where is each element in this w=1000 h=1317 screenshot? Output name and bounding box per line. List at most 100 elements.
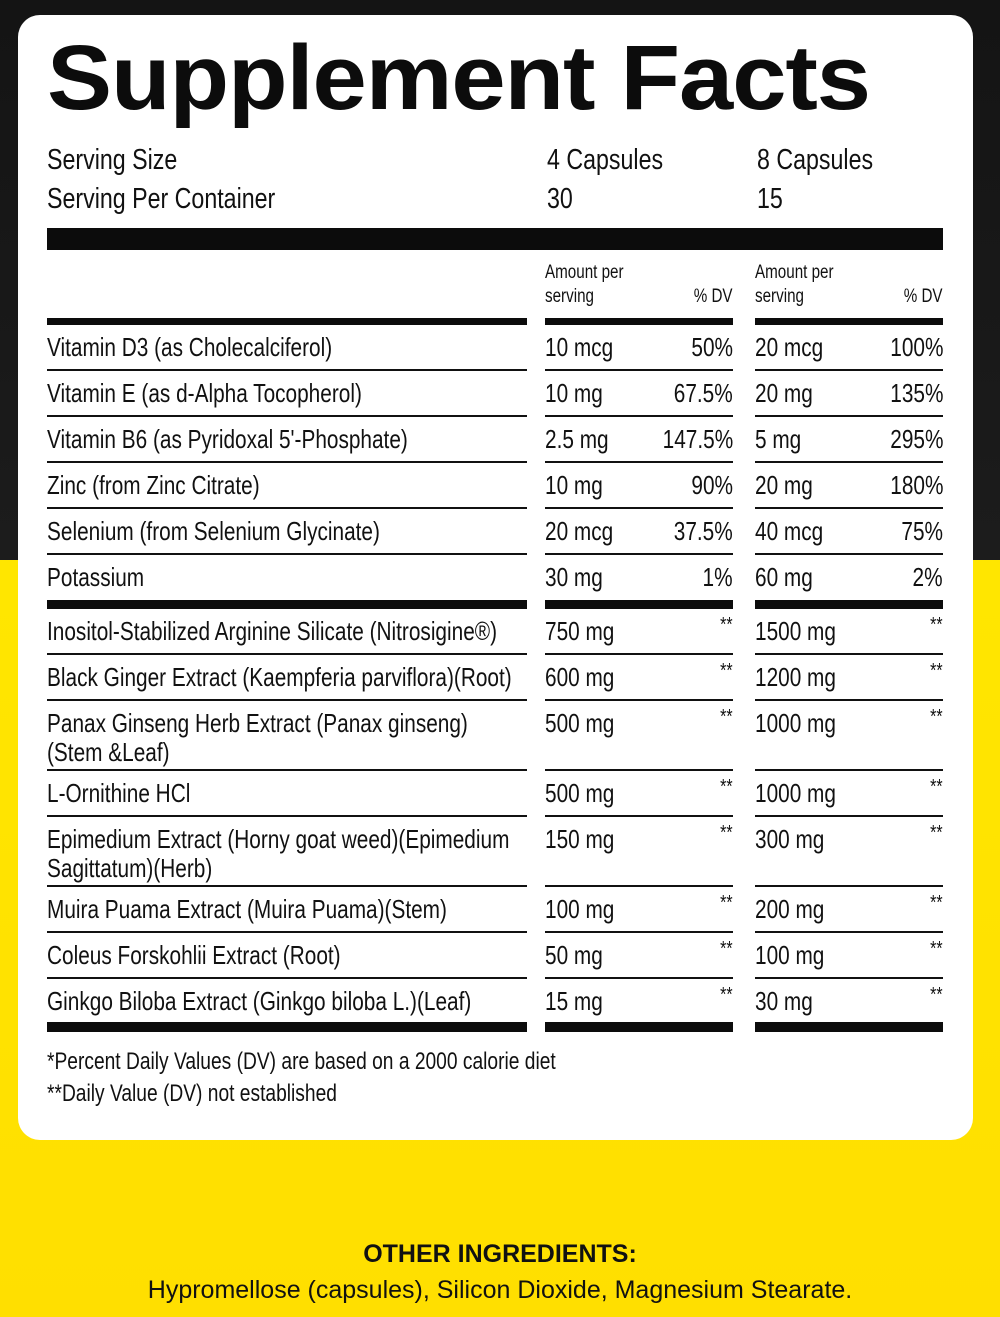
row-divider [755,369,943,371]
serving-size-1: 4 Capsules [547,144,664,176]
ingredient-row: Vitamin B6 (as Pyridoxal 5'-Phosphate) 2.… [0,417,1000,463]
dv-1: ** [717,935,733,964]
ingredient-row: Epimedium Extract (Horny goat weed)(Epim… [0,817,1000,887]
ingredient-name: Coleus Forskohlii Extract (Root) [47,941,414,970]
amount-1-value: 10 mg [545,470,603,500]
row-divider [755,885,943,887]
amount-header-1: Amount per serving [545,262,624,307]
amount-2-value: 20 mg [755,470,813,500]
amount-1: 10 mcg [545,333,630,362]
ingredient-name: Epimedium Extract (Horny goat weed)(Epim… [47,825,625,883]
amount-1: 150 mg [545,825,632,854]
amount-2-value: 100 mg [755,940,825,970]
dv-2: 135% [877,379,943,408]
row-divider [755,553,943,555]
dv-1: ** [717,889,733,918]
row-divider [545,461,733,463]
dv-1-value: 147.5% [662,424,733,454]
ingredient-name-line: Panax Ginseng Herb Extract (Panax ginsen… [47,708,468,738]
amount-2-value: 300 mg [755,824,825,854]
ingredient-row: Potassium 30 mg 1% 60 mg 2% [0,555,1000,599]
ingredient-name-line: Potassium [47,562,145,592]
ingredient-name-line: Zinc (from Zinc Citrate) [47,470,260,500]
dv-2-value: ** [930,614,943,636]
servings-per-container-2: 15 [757,183,783,215]
ingredient-row: L-Ornithine HCl 500 mg ** 1000 mg ** [0,771,1000,817]
servings-per-container-1: 30 [547,183,573,215]
dv-1: ** [717,773,733,802]
dv-1: ** [717,611,733,640]
ingredient-name: L-Ornithine HCl [47,779,226,808]
amount-2: 200 mg [755,895,842,924]
amount-1-value: 10 mcg [545,332,614,362]
divider-bar [47,318,527,325]
row-divider [545,553,733,555]
ingredient-name: Panax Ginseng Herb Extract (Panax ginsen… [47,709,573,767]
row-divider [47,461,527,463]
amount-1: 10 mg [545,379,617,408]
amount-1-value: 20 mcg [545,516,614,546]
amount-2: 20 mg [755,379,827,408]
amount-1: 2.5 mg [545,425,625,454]
dv-2: ** [927,935,943,964]
row-divider [47,931,527,933]
row-divider [755,653,943,655]
dv-2-value: ** [930,984,943,1006]
ingredient-name: Ginkgo Biloba Extract (Ginkgo biloba L.)… [47,987,577,1016]
amount-1-value: 15 mg [545,986,603,1016]
amount-1: 750 mg [545,617,632,646]
amount-2-value: 1000 mg [755,708,836,738]
dv-2-value: 100% [889,332,943,362]
amount-1: 100 mg [545,895,632,924]
row-divider [47,369,527,371]
amount-2: 60 mg [755,563,827,592]
dv-1-value: 1% [702,562,733,592]
ingredient-row: Vitamin E (as d-Alpha Tocopherol) 10 mg 67… [0,371,1000,417]
dv-1-value: ** [720,822,733,844]
amount-2-value: 1200 mg [755,662,836,692]
row-divider [755,507,943,509]
row-divider [545,415,733,417]
dv-1-value: ** [720,660,733,682]
dv-2: ** [927,819,943,848]
row-divider [545,507,733,509]
dv-1: 90% [681,471,733,500]
divider-bar [545,318,733,325]
amount-2: 100 mg [755,941,842,970]
row-divider [545,769,733,771]
divider-bar [755,318,943,325]
divider-bar [545,600,733,609]
dv-1-value: 90% [691,470,733,500]
ingredient-row: Ginkgo Biloba Extract (Ginkgo biloba L.)… [0,979,1000,1023]
amount-header-2: Amount per serving [755,262,834,307]
ingredient-name-line: Black Ginger Extract (Kaempferia parvifl… [47,662,512,692]
ingredient-name-line: Muira Puama Extract (Muira Puama)(Stem) [47,894,447,924]
row-divider [755,461,943,463]
dv-2: ** [927,657,943,686]
dv-1-value: ** [720,776,733,798]
dv-2-value: ** [930,892,943,914]
amount-1: 10 mg [545,471,617,500]
amount-1-value: 50 mg [545,940,603,970]
dv-2-value: 295% [889,424,943,454]
other-ingredients-heading: OTHER INGREDIENTS: [363,1240,637,1268]
row-divider [545,699,733,701]
divider-bar [755,600,943,609]
dv-1: ** [717,819,733,848]
row-divider [545,815,733,817]
row-divider [47,653,527,655]
amount-1: 50 mg [545,941,617,970]
serving-size-2: 8 Capsules [757,144,874,176]
dv-2-value: ** [930,706,943,728]
ingredient-name: Potassium [47,563,168,592]
row-divider [755,815,943,817]
ingredient-name-line: Ginkgo Biloba Extract (Ginkgo biloba L.)… [47,986,472,1016]
row-divider [47,507,527,509]
dv-2-value: ** [930,822,943,844]
row-divider [545,885,733,887]
supplement-facts-panel [18,15,973,1140]
row-divider [47,699,527,701]
serving-per-container-label: Serving Per Container [47,183,276,215]
amount-2-value: 20 mcg [755,332,824,362]
amount-2-value: 1500 mg [755,616,836,646]
